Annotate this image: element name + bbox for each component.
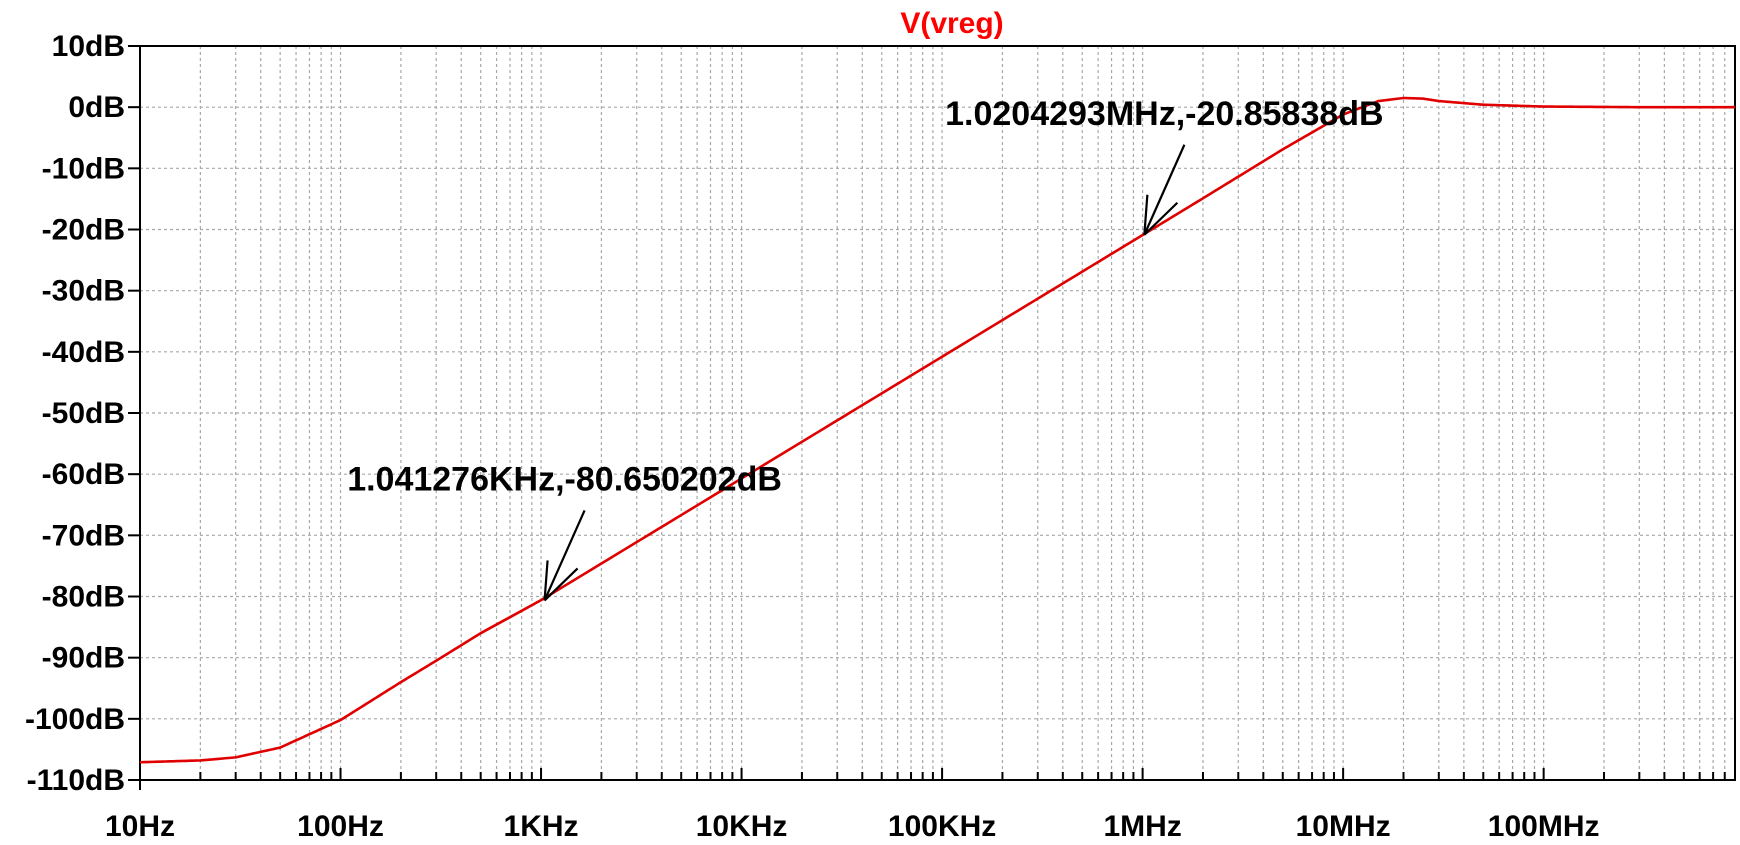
annotation-arrow-shaft — [1143, 144, 1186, 236]
x-tick-label: 10Hz — [105, 810, 175, 843]
y-tick-label: -70dB — [42, 519, 125, 552]
x-tick-label: 1KHz — [504, 810, 579, 843]
y-tick-label: -110dB — [27, 764, 125, 797]
annotations: 1.041276KHz,-80.650202dB 1.0204293MHz,-20… — [347, 95, 1384, 602]
grid — [140, 46, 1735, 780]
series-line — [139, 96, 1735, 764]
x-tick-label: 100KHz — [888, 810, 996, 843]
axis-ticks — [128, 45, 1726, 790]
y-tick-label: 10dB — [52, 30, 125, 63]
annotation-label: 1.0204293MHz,-20.85838dB — [945, 95, 1384, 133]
annotation-arrow-head — [1143, 201, 1179, 236]
x-tick-label: 1MHz — [1103, 810, 1181, 843]
x-tick-label: 100Hz — [297, 810, 384, 843]
y-tick-label: -10dB — [42, 152, 125, 185]
y-tick-label: -80dB — [42, 581, 125, 614]
x-tick-label: 10MHz — [1296, 810, 1391, 843]
y-tick-label: -50dB — [42, 397, 125, 430]
annotation-label: 1.041276KHz,-80.650202dB — [347, 460, 782, 498]
chart-title: V(vreg) — [900, 7, 1003, 40]
y-tick-label: -100dB — [25, 703, 125, 736]
annotation-arrow-shaft — [543, 510, 586, 601]
x-axis-labels: 10Hz 100Hz 1KHz 10KHz 100KHz 1MHz 10MHz 100MHz — [105, 810, 1600, 843]
x-tick-label: 10KHz — [696, 810, 788, 843]
y-tick-label: -30dB — [42, 275, 125, 308]
annotation-arrow-head — [543, 567, 579, 602]
annotation-arrow-head — [543, 560, 549, 601]
y-tick-label: 0dB — [68, 91, 125, 124]
x-tick-label: 100MHz — [1488, 810, 1600, 843]
y-tick-label: -40dB — [42, 336, 125, 369]
annotation-arrow-head — [1143, 194, 1149, 235]
y-tick-label: -60dB — [42, 458, 125, 491]
series-layer — [139, 96, 1735, 764]
y-tick-label: -20dB — [42, 214, 125, 247]
y-axis-labels: 10dB 0dB -10dB -20dB -30dB -40dB -50dB -60dB -70… — [25, 30, 125, 797]
plot-frame — [139, 45, 1736, 781]
y-tick-label: -90dB — [42, 642, 125, 675]
